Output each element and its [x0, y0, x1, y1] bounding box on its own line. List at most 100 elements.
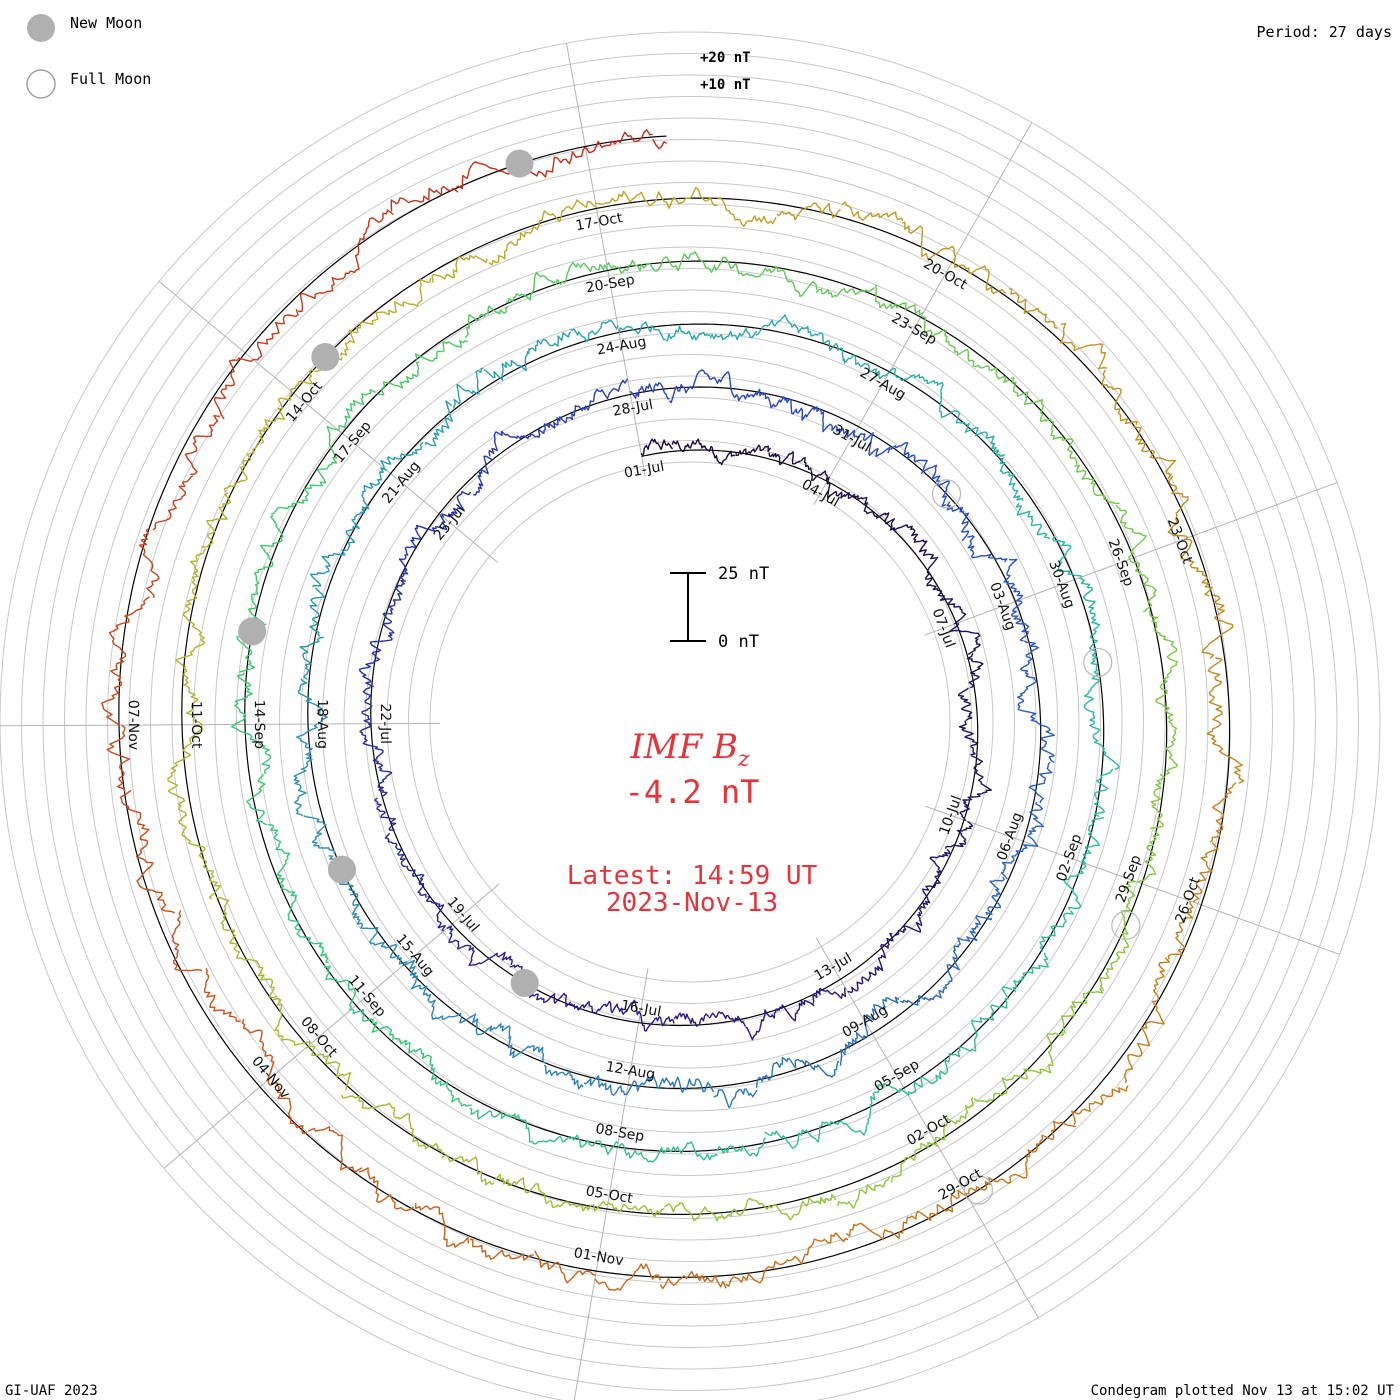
date-tick-label: 11-Oct	[188, 701, 204, 749]
bz-trace-segment	[755, 314, 806, 336]
bz-trace-segment	[1101, 369, 1138, 426]
bz-trace-segment	[324, 964, 357, 1011]
bz-trace-segment	[957, 687, 973, 721]
grid-rings	[0, 31, 1381, 1400]
grid-ring	[107, 139, 1273, 1305]
bz-trace-segment	[299, 636, 325, 680]
bz-trace-segment	[949, 622, 981, 656]
bz-trace-segment	[567, 1134, 619, 1155]
bz-trace-segment	[316, 425, 339, 484]
bz-trace-segment	[377, 361, 420, 396]
new-moon-marker	[311, 343, 340, 372]
bz-trace-segment	[923, 464, 950, 507]
bz-trace-segment	[778, 1193, 837, 1221]
bz-trace-segment	[305, 1045, 352, 1091]
quantity-title: IMF Bz	[629, 727, 750, 772]
bz-trace-segment	[618, 321, 666, 341]
date-tick-label: 01-Jul	[623, 459, 666, 482]
quantity-sub: z	[737, 747, 750, 772]
bz-trace-segment	[309, 587, 326, 637]
bz-trace-segment	[1010, 600, 1030, 642]
grid-ring	[171, 203, 1209, 1241]
bz-trace-segment	[1024, 1120, 1077, 1170]
bz-trace-segment	[1008, 288, 1058, 329]
bz-trace-segment	[1207, 657, 1223, 720]
bz-trace-segment	[414, 340, 468, 362]
bz-trace-segment	[606, 259, 662, 274]
bz-trace-segment	[234, 672, 253, 726]
bz-trace-segment	[361, 686, 373, 725]
bz-trace-segment	[805, 326, 845, 362]
bz-trace-segment	[815, 286, 876, 298]
bz-trace-segment	[1015, 502, 1051, 540]
bz-trace-segment	[925, 556, 943, 597]
bz-trace-segment	[394, 1038, 436, 1071]
bz-trace-segment	[826, 478, 857, 499]
bz-trace-segment	[1167, 475, 1189, 539]
bz-trace-segment	[1129, 558, 1157, 613]
bz-trace-segment	[1083, 671, 1100, 721]
bz-trace-segment	[1155, 662, 1178, 720]
bz-trace-segment	[720, 1197, 780, 1220]
bz-trace-segment	[138, 527, 160, 599]
grid-ring	[408, 440, 972, 1004]
bz-trace-segment	[569, 320, 619, 343]
bz-trace-segment	[1123, 1021, 1152, 1084]
bz-trace-segment	[213, 357, 254, 420]
bz-trace-segment	[397, 1113, 445, 1154]
bz-trace-segment	[472, 1013, 511, 1040]
bz-trace-segment	[958, 720, 979, 755]
bz-trace-segment	[415, 1203, 470, 1248]
bz-trace-segment	[338, 389, 376, 432]
day-spoke	[573, 968, 649, 1400]
bz-trace-segment	[605, 999, 641, 1016]
bz-trace-segment	[776, 202, 842, 221]
grid-ring	[128, 160, 1252, 1284]
quantity-main: IMF B	[629, 727, 738, 767]
bz-trace-segment	[668, 369, 709, 404]
bz-trace-segment	[766, 265, 818, 298]
bz-trace-segment	[934, 1097, 974, 1144]
bz-trace-segment	[735, 444, 772, 457]
bz-trace-segment	[1206, 718, 1245, 784]
bz-trace-segment	[506, 271, 556, 303]
bz-trace-segment	[469, 1107, 522, 1121]
day-spoke	[0, 722, 441, 727]
bz-trace-segment	[549, 1199, 608, 1212]
bz-trace-segment	[1012, 952, 1049, 993]
bz-trace-segment	[1089, 719, 1120, 770]
bz-trace-segment	[911, 530, 937, 560]
bz-trace-segment	[1052, 535, 1083, 578]
bz-trace-segment	[119, 789, 150, 857]
grid-ring	[21, 53, 1359, 1391]
bz-trace-segment	[538, 199, 597, 227]
grid-ring	[193, 225, 1187, 1219]
bz-trace-segment	[652, 138, 667, 150]
new-moon-label: New Moon	[70, 14, 142, 32]
bz-trace-segment	[1020, 640, 1040, 680]
bz-trace-segment	[108, 596, 150, 660]
latest-date: 2023-Nov-13	[606, 888, 778, 918]
full-moon-marker	[1083, 647, 1113, 678]
bz-trace-segment	[358, 1167, 414, 1212]
bz-trace-segment	[152, 475, 194, 531]
full-moon-marker	[1111, 910, 1141, 941]
bz-trace-segment	[884, 512, 916, 532]
bz-trace-segment	[1137, 829, 1160, 883]
bz-trace-segment	[583, 1075, 627, 1096]
new-moon-marker	[327, 855, 356, 884]
bz-trace-segment	[1099, 936, 1130, 992]
bz-trace-segment	[893, 911, 923, 937]
bz-trace-segment	[1089, 622, 1101, 674]
bz-trace-segment	[296, 723, 318, 771]
bz-trace-segment	[820, 411, 856, 438]
bz-trace-segment	[1209, 782, 1237, 843]
bz-trace-segment	[185, 548, 207, 607]
bz-trace-segment	[216, 896, 240, 953]
bz-trace-segment	[223, 441, 261, 493]
bz-trace-segment	[629, 382, 670, 400]
day-spoke	[815, 937, 1039, 1318]
scale-top-label: 25 nT	[718, 564, 769, 584]
full-moon-marker	[963, 1175, 994, 1205]
